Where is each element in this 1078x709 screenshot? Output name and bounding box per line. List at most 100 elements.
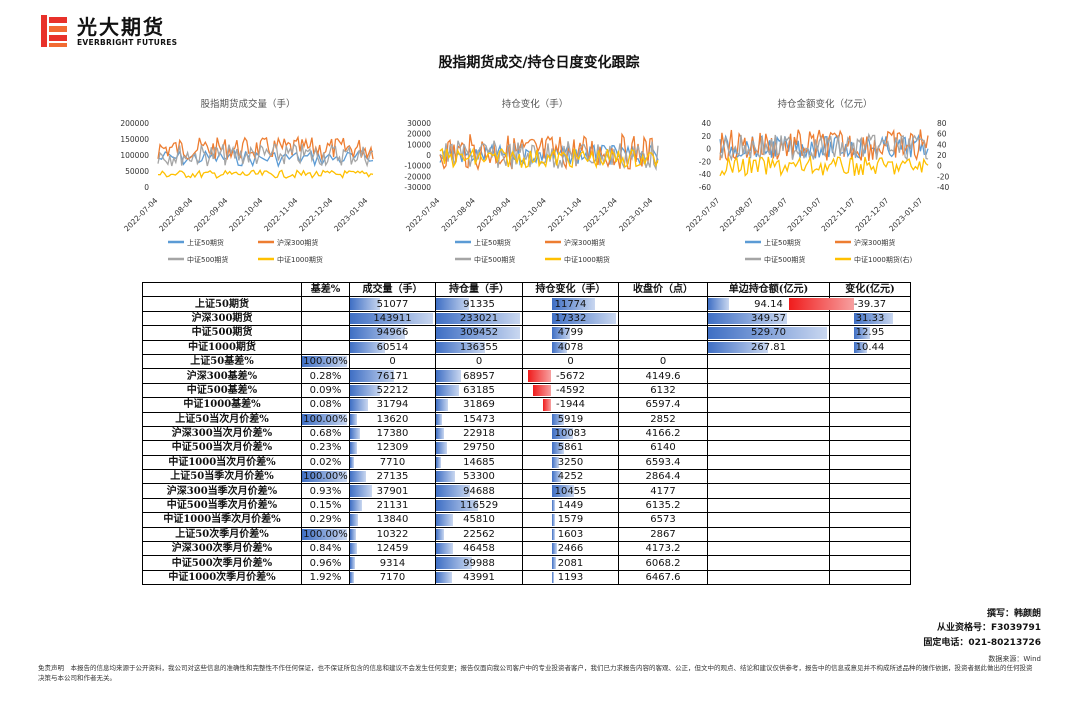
cell-vol: 7710 — [349, 454, 436, 471]
y2-tick-label: 60 — [937, 130, 947, 139]
cell-chg: 1579 — [522, 512, 619, 528]
data-bar — [302, 528, 347, 541]
data-bar — [436, 427, 445, 440]
cell-value: 100.00% — [303, 471, 348, 483]
row-label: 上证50当季次月价差% — [142, 469, 302, 485]
data-bar — [551, 341, 567, 353]
cell-amt — [707, 368, 830, 384]
data-bar — [350, 399, 369, 411]
cell-amt — [707, 411, 830, 427]
cell-vol: 52212 — [349, 382, 436, 399]
series-lines — [719, 128, 929, 177]
y-tick-label: 0 — [706, 145, 711, 154]
cell-vol: 0 — [349, 353, 436, 370]
cell-chg: 5919 — [522, 411, 619, 427]
y-tick-label: 20000 — [407, 130, 431, 139]
cell-basis: 0.28% — [301, 368, 350, 384]
data-bar — [350, 471, 366, 483]
column-header: 变化(亿元) — [829, 281, 911, 298]
y-tick-label: -20 — [699, 157, 711, 166]
cell-value: -5672 — [555, 370, 586, 382]
cell-amtchg — [829, 526, 911, 543]
cell-value: 10083 — [554, 428, 587, 440]
cell-value: 309452 — [459, 327, 499, 339]
cell-value: 0 — [389, 356, 396, 368]
table-row: 上证50当季次月价差% 100.00% 27135 53300 4252 2864.4 — [142, 469, 911, 485]
x-axis: 2022-07-042022-08-042022-09-042022-10-04… — [404, 196, 654, 233]
row-label: 中证1000当季次月价差% — [142, 512, 302, 528]
x-tick-label: 2023-01-04 — [332, 196, 369, 233]
cell-chg: 2081 — [522, 555, 619, 571]
cell-oi: 14685 — [435, 454, 523, 471]
cell-value: 6467.6 — [645, 572, 681, 583]
cell-close: 2864.4 — [618, 469, 708, 485]
logo-mark-icon — [41, 15, 67, 47]
cell-value: 10322 — [376, 528, 409, 540]
data-bar — [532, 384, 552, 397]
cell-chg: 5861 — [522, 440, 619, 456]
legend-label: 中证500期货 — [474, 255, 515, 264]
cell-value: 0.08% — [309, 399, 342, 411]
cell-vol: 7170 — [349, 569, 436, 586]
data-bar — [551, 485, 575, 497]
table-header-row: 基差% 成交量（手） 持仓量（手） 持仓变化（手） 收盘价（点） 单边持仓额(亿元) 变化(… — [142, 281, 911, 298]
cell-value: 2081 — [557, 557, 584, 569]
cell-amtchg — [829, 368, 911, 384]
data-bar — [551, 327, 570, 339]
x-tick-label: 2022-09-04 — [475, 196, 512, 233]
cell-oi: 91335 — [435, 296, 523, 312]
cell-chg: 1193 — [522, 569, 619, 586]
cell-close: 4166.2 — [618, 425, 708, 442]
y-tick-label: 100000 — [120, 151, 149, 160]
cell-close: 6140 — [618, 440, 708, 456]
cell-amt — [707, 497, 830, 514]
data-bar — [551, 442, 565, 454]
cell-value: 12459 — [376, 543, 409, 555]
cell-value: 7170 — [379, 572, 406, 583]
cell-value: 100.00% — [303, 528, 348, 540]
row-label: 中证500当次月价差% — [142, 440, 302, 456]
data-bar — [708, 312, 787, 325]
cell-value: 7710 — [379, 456, 406, 468]
x-tick-label: 2022-09-04 — [192, 196, 229, 233]
cell-close: 0 — [618, 353, 708, 370]
cell-amtchg — [829, 397, 911, 413]
cell-oi: 31869 — [435, 397, 523, 413]
series-line — [439, 132, 659, 172]
cell-amt — [707, 425, 830, 442]
cell-value: 4177 — [650, 485, 676, 497]
cell-value: 12.95 — [855, 327, 885, 339]
cell-oi: 22562 — [435, 526, 523, 543]
x-tick-label: 2022-11-07 — [820, 196, 857, 233]
table-row: 上证50期货 51077 91335 11774 94.14 -39.37 — [142, 296, 911, 312]
data-bar — [436, 528, 445, 541]
cell-value: 143911 — [373, 312, 412, 324]
cell-value: 0.93% — [309, 485, 342, 497]
cell-vol: 21131 — [349, 497, 436, 514]
cell-value: 51077 — [376, 298, 409, 310]
x-tick-label: 2022-07-04 — [122, 196, 159, 233]
cell-close: 4173.2 — [618, 541, 708, 557]
cell-value: 12309 — [376, 442, 409, 454]
cell-value: 529.70 — [751, 327, 786, 339]
table-row: 中证500次季月价差% 0.96% 9314 99988 2081 6068.2 — [142, 555, 911, 571]
y-tick-label: -10000 — [404, 162, 431, 171]
cell-vol: 13620 — [349, 411, 436, 427]
cell-chg: 4078 — [522, 339, 619, 355]
data-bar — [789, 298, 854, 310]
cell-oi: 233021 — [435, 310, 523, 327]
y2-tick-label: -20 — [937, 172, 949, 181]
cell-amtchg — [829, 555, 911, 571]
cell-basis: 1.92% — [301, 569, 350, 586]
cell-basis: 0.15% — [301, 497, 350, 514]
y2-tick-label: 80 — [937, 119, 947, 128]
cell-value: 0 — [475, 356, 483, 368]
y-tick-label: -30000 — [404, 183, 431, 192]
x-tick-label: 2022-07-07 — [684, 196, 721, 233]
x-tick-label: 2022-10-04 — [227, 196, 264, 233]
cell-value: 4173.2 — [645, 543, 681, 555]
y-axis: 200000 150000 100000 50000 0 — [120, 119, 149, 192]
cell-value: 4149.6 — [645, 370, 681, 382]
cell-value: 2852 — [650, 413, 676, 425]
